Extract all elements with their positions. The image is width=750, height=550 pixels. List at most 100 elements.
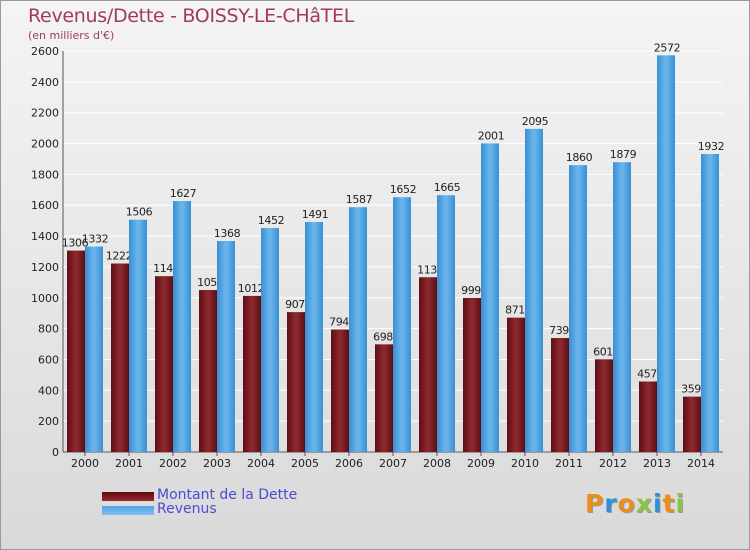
debt-bar: [199, 290, 217, 452]
revenue-bar: [349, 207, 367, 452]
revenue-bar: [129, 219, 147, 452]
debt-value-label: 1012: [238, 282, 264, 295]
y-tick-label: 1600: [31, 199, 59, 212]
revenue-value-label: 2572: [654, 41, 680, 54]
debt-bar: [551, 338, 569, 452]
revenue-value-label: 2095: [522, 115, 549, 128]
x-tick-label: 2012: [599, 457, 627, 470]
debt-value-label: 114: [153, 262, 173, 275]
x-tick-label: 2007: [379, 457, 407, 470]
debt-value-label: 601: [593, 345, 613, 358]
debt-value-label: 1222: [106, 250, 132, 263]
y-tick-label: 200: [38, 415, 59, 428]
revenue-bar: [569, 165, 587, 452]
revenue-value-label: 2001: [478, 129, 504, 142]
x-tick-label: 2009: [467, 457, 495, 470]
debt-value-label: 999: [461, 284, 481, 297]
revenue-value-label: 1332: [82, 233, 108, 246]
revenue-bar: [393, 197, 411, 452]
y-tick-label: 400: [38, 384, 59, 397]
revenue-value-label: 1879: [610, 148, 637, 161]
revenue-value-label: 1452: [258, 214, 284, 227]
debt-bar: [375, 344, 393, 452]
debt-bar: [111, 263, 129, 452]
legend-swatch-dette: [102, 492, 154, 501]
y-tick-label: 2400: [31, 76, 59, 89]
revenue-value-label: 1587: [346, 193, 373, 206]
y-tick-label: 0: [52, 446, 59, 459]
revenue-bar: [85, 246, 103, 452]
revenue-value-label: 1627: [170, 187, 197, 200]
debt-value-label: 739: [549, 324, 569, 337]
debt-bar: [67, 250, 85, 452]
y-tick-label: 2200: [31, 107, 59, 120]
chart-title: Revenus/Dette - BOISSY-LE-CHâTEL: [28, 5, 355, 27]
revenue-bar: [481, 143, 499, 453]
logo-letter: x: [635, 489, 653, 518]
x-tick-label: 2011: [555, 457, 583, 470]
revenue-value-label: 1491: [302, 208, 328, 221]
revenue-bar: [613, 162, 631, 452]
revenue-value-label: 1368: [214, 227, 241, 240]
logo-letter: r: [604, 489, 618, 518]
y-tick-label: 1000: [31, 292, 59, 305]
y-tick-label: 800: [38, 323, 59, 336]
legend-label-dette: Montant de la Dette: [157, 487, 298, 503]
proxiti-logo: Proxiti: [585, 489, 685, 518]
revenue-value-label: 1506: [126, 206, 153, 219]
debt-value-label: 359: [681, 383, 701, 396]
chart-subtitle: (en milliers d'€): [28, 29, 115, 42]
revenue-bar: [657, 55, 675, 453]
debt-bar: [639, 381, 657, 452]
x-tick-label: 2000: [71, 457, 99, 470]
logo-letter: i: [675, 489, 686, 518]
x-tick-label: 2002: [159, 457, 187, 470]
y-tick-label: 2600: [31, 45, 59, 58]
y-tick-label: 2000: [31, 138, 59, 151]
debt-bar: [595, 359, 613, 452]
debt-bar: [419, 277, 437, 452]
y-tick-label: 1200: [31, 261, 59, 274]
debt-value-label: 105: [197, 276, 217, 289]
revenue-value-label: 1932: [698, 140, 724, 153]
x-tick-label: 2004: [247, 457, 275, 470]
revenue-bar: [305, 222, 323, 452]
debt-bar: [507, 317, 525, 452]
debt-value-label: 1306: [62, 237, 89, 250]
debt-bar: [463, 297, 481, 452]
logo-letter: t: [662, 489, 676, 518]
debt-value-label: 871: [505, 304, 525, 317]
revenue-value-label: 1652: [390, 183, 416, 196]
logo-letter: P: [585, 489, 605, 518]
logo-letter: o: [617, 489, 636, 518]
revenue-bar: [525, 128, 543, 452]
debt-bar: [155, 276, 173, 452]
legend-swatch-revenus: [102, 506, 154, 515]
logo-letter: i: [653, 489, 663, 518]
revenue-bar: [437, 195, 455, 453]
revenue-value-label: 1665: [434, 181, 461, 194]
x-tick-label: 2013: [643, 457, 671, 470]
debt-value-label: 794: [329, 316, 349, 329]
x-tick-label: 2010: [511, 457, 539, 470]
debt-value-label: 698: [373, 330, 393, 343]
revenue-bar: [261, 228, 279, 452]
debt-bar: [243, 295, 261, 452]
x-tick-label: 2014: [687, 457, 715, 470]
legend-label-revenus: Revenus: [157, 501, 217, 517]
debt-bar: [287, 312, 305, 452]
revenue-bar: [701, 154, 719, 452]
debt-value-label: 457: [637, 368, 657, 381]
x-tick-label: 2003: [203, 457, 231, 470]
y-tick-label: 1400: [31, 230, 59, 243]
revenue-bar: [217, 241, 235, 452]
debt-value-label: 907: [285, 298, 305, 311]
revenue-bar: [173, 201, 191, 452]
debt-bar: [683, 396, 701, 452]
y-tick-label: 1800: [31, 168, 59, 181]
y-tick-label: 600: [38, 353, 59, 366]
x-tick-label: 2001: [115, 457, 143, 470]
x-tick-label: 2005: [291, 457, 319, 470]
